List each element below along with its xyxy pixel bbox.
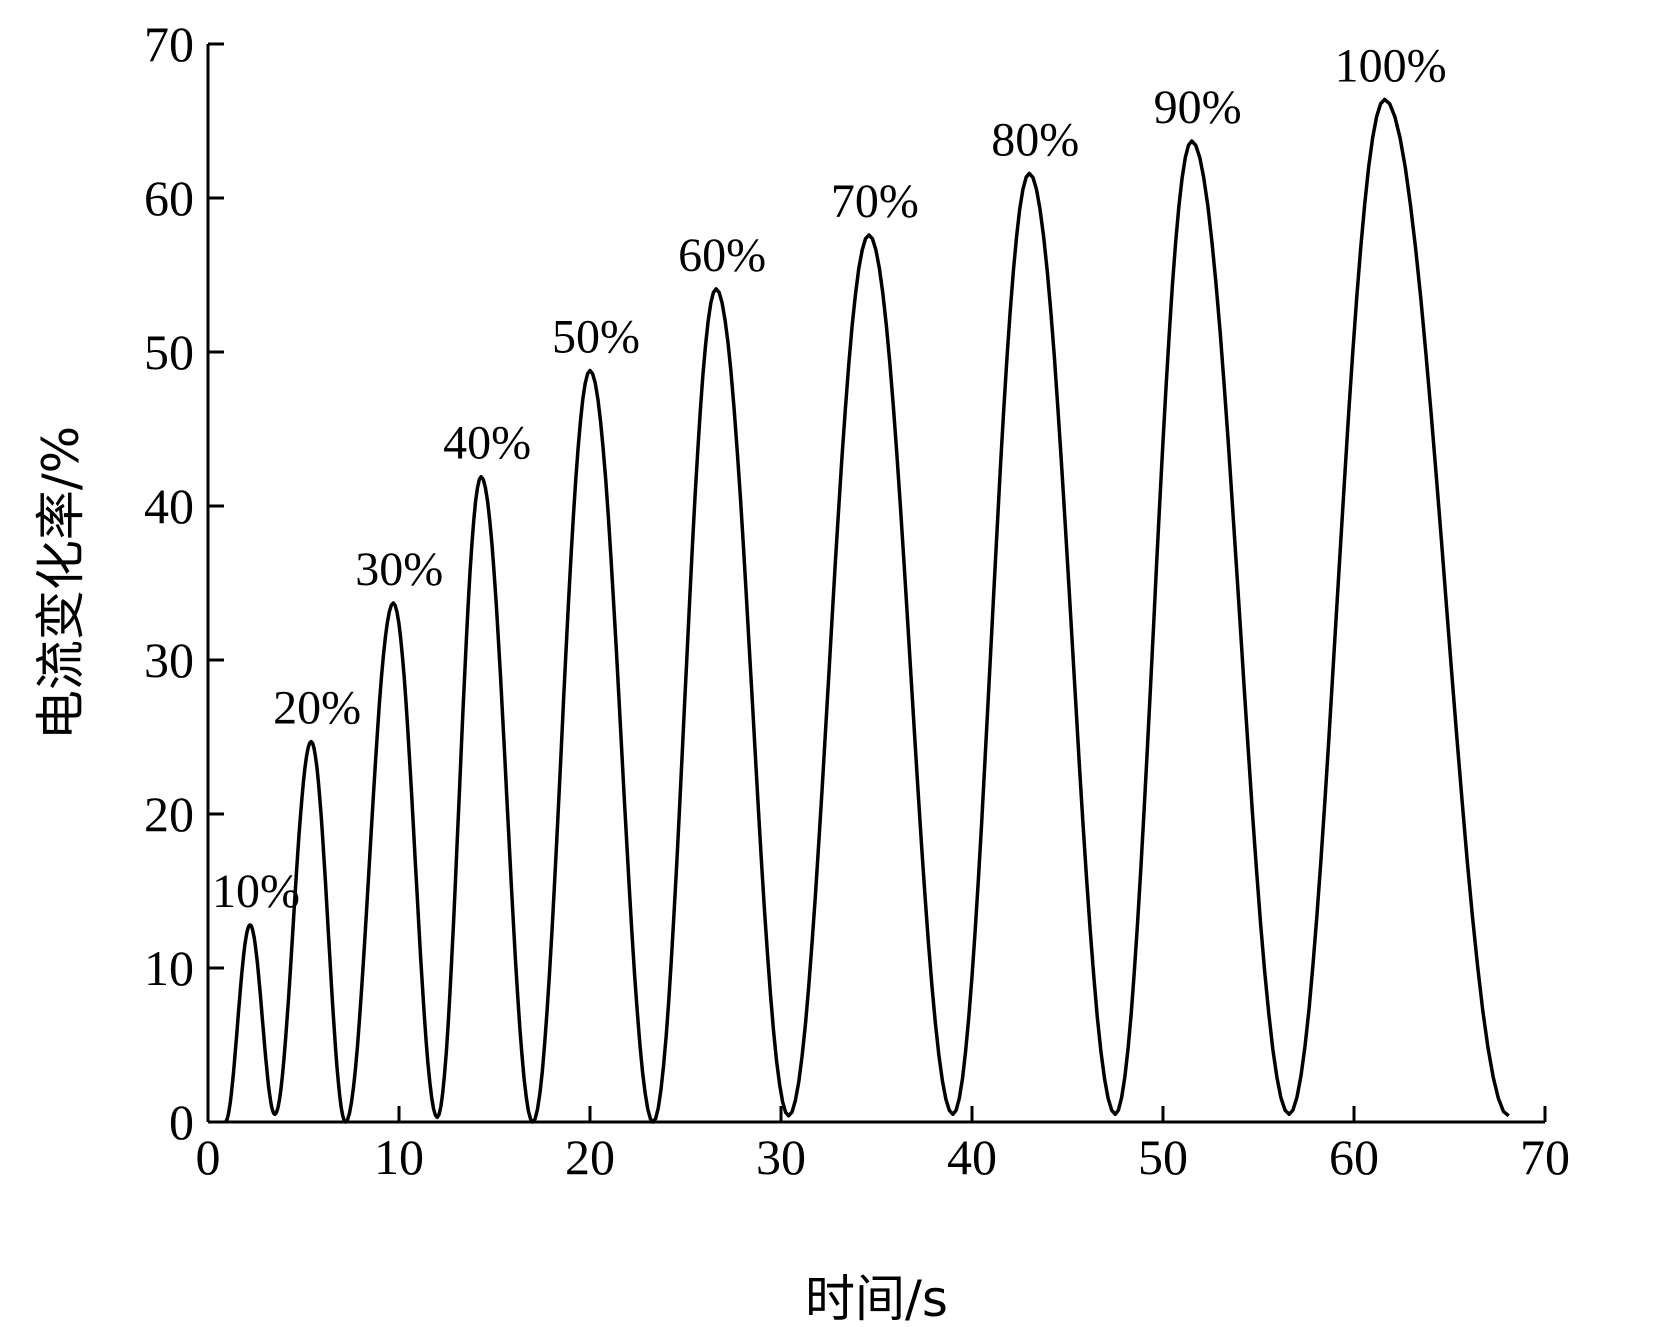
y-axis-title: 电流变化率/% bbox=[32, 426, 90, 740]
x-tick-label-70: 70 bbox=[1520, 1129, 1570, 1185]
x-tick-label-50: 50 bbox=[1138, 1129, 1188, 1185]
peak-label-1: 10% bbox=[212, 865, 300, 918]
axes bbox=[206, 44, 1545, 1124]
y-tick-label-50: 50 bbox=[144, 324, 194, 380]
y-tick-label-30: 30 bbox=[144, 632, 194, 688]
x-axis-title: 时间/s bbox=[805, 1270, 948, 1327]
y-tick-label-70: 70 bbox=[144, 16, 194, 72]
y-tick-label-20: 20 bbox=[144, 786, 194, 842]
x-tick-label-30: 30 bbox=[756, 1129, 806, 1185]
peak-labels: 10% 20% 30% 40% 50% 60% 70% 80% 90% 100% bbox=[212, 39, 1447, 917]
x-tick-label-20: 20 bbox=[565, 1129, 615, 1185]
x-tick-label-0: 0 bbox=[196, 1129, 221, 1185]
peak-label-7: 70% bbox=[831, 175, 919, 228]
peak-label-4: 40% bbox=[443, 417, 531, 470]
peak-label-8: 80% bbox=[991, 113, 1079, 166]
peak-label-3: 30% bbox=[355, 543, 443, 596]
x-ticks: 0 10 20 30 40 50 60 70 bbox=[196, 1106, 1570, 1185]
x-tick-label-40: 40 bbox=[947, 1129, 997, 1185]
x-tick-label-60: 60 bbox=[1329, 1129, 1379, 1185]
y-tick-label-60: 60 bbox=[144, 170, 194, 226]
peak-label-6: 60% bbox=[678, 229, 766, 282]
peak-label-5: 50% bbox=[552, 310, 640, 363]
y-tick-label-10: 10 bbox=[144, 940, 194, 996]
peak-label-9: 90% bbox=[1154, 81, 1242, 134]
y-ticks: 0 10 20 30 40 50 60 70 bbox=[144, 16, 224, 1150]
current-change-curve bbox=[224, 97, 1510, 1124]
peak-label-2: 20% bbox=[273, 682, 361, 735]
x-tick-label-10: 10 bbox=[374, 1129, 424, 1185]
y-tick-label-0: 0 bbox=[169, 1094, 194, 1150]
y-tick-label-40: 40 bbox=[144, 478, 194, 534]
peak-label-10: 100% bbox=[1335, 39, 1447, 92]
